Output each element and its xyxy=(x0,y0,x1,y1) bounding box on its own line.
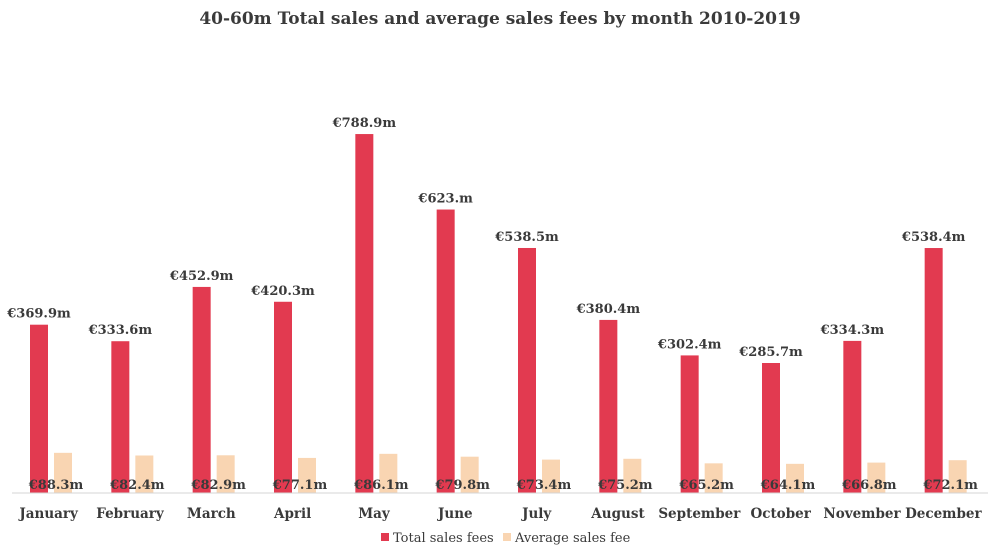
data-label-total-november: €334.3m xyxy=(820,323,885,338)
x-tick-label-july: July xyxy=(521,506,552,522)
data-label-total-september: €302.4m xyxy=(657,337,722,352)
data-label-average-october: €64.1m xyxy=(760,478,816,493)
x-tick-label-january: January xyxy=(18,506,79,522)
bar-average-sales-fee-february xyxy=(135,455,154,493)
x-tick-label-august: August xyxy=(590,506,645,522)
legend-swatch-average-sales-fee xyxy=(503,533,511,541)
x-tick-label-november: November xyxy=(823,506,901,522)
x-tick-label-october: October xyxy=(750,506,811,522)
x-tick-label-september: September xyxy=(658,506,741,522)
legend-label-total-sales-fees: Total sales fees xyxy=(393,531,494,546)
data-label-average-march: €82.9m xyxy=(190,478,246,493)
data-label-total-october: €285.7m xyxy=(738,345,803,360)
data-label-average-july: €73.4m xyxy=(516,478,572,493)
data-label-total-april: €420.3m xyxy=(250,284,315,299)
bar-total-sales-fees-november xyxy=(843,340,862,493)
bar-total-sales-fees-april xyxy=(274,301,292,493)
bars-group xyxy=(30,134,967,493)
bar-total-sales-fees-july xyxy=(518,247,536,493)
data-label-average-september: €65.2m xyxy=(678,478,734,493)
bar-total-sales-fees-october xyxy=(762,363,780,493)
bar-total-sales-fees-march xyxy=(192,286,211,493)
data-label-total-june: €623.m xyxy=(417,192,473,207)
bar-average-sales-fee-july xyxy=(542,459,560,493)
bar-average-sales-fee-august xyxy=(623,458,642,493)
bar-average-sales-fee-june xyxy=(460,456,479,493)
data-label-total-february: €333.6m xyxy=(88,323,153,338)
x-tick-label-june: June xyxy=(437,506,473,522)
data-label-average-august: €75.2m xyxy=(597,478,653,493)
legend-label-average-sales-fee: Average sales fee xyxy=(514,531,631,546)
x-tick-label-april: April xyxy=(273,506,311,522)
data-label-average-june: €79.8m xyxy=(434,478,490,493)
bar-average-sales-fee-may xyxy=(379,453,398,493)
data-labels: €369.9m €88.3m €333.6m €82.4m €452.9m €82.9m €… xyxy=(6,116,978,493)
data-label-total-march: €452.9m xyxy=(169,269,234,284)
bar-average-sales-fee-december xyxy=(948,460,967,493)
bar-total-sales-fees-august xyxy=(599,319,618,493)
data-label-total-may: €788.9m xyxy=(332,116,397,131)
bar-total-sales-fees-may xyxy=(355,134,374,493)
data-label-total-august: €380.4m xyxy=(576,302,641,317)
bar-total-sales-fees-june xyxy=(436,209,455,493)
bar-average-sales-fee-march xyxy=(216,455,235,493)
bar-total-sales-fees-september xyxy=(680,355,699,493)
data-label-total-july: €538.5m xyxy=(494,230,559,245)
bar-average-sales-fee-january xyxy=(54,452,72,493)
chart-title: 40-60m Total sales and average sales fee… xyxy=(199,9,800,29)
data-label-total-december: €538.4m xyxy=(901,230,966,245)
data-label-average-april: €77.1m xyxy=(272,478,328,493)
bar-total-sales-fees-february xyxy=(111,341,130,493)
bar-total-sales-fees-december xyxy=(924,248,943,493)
bar-total-sales-fees-january xyxy=(30,324,48,493)
bar-average-sales-fee-october xyxy=(786,463,804,493)
data-label-average-december: €72.1m xyxy=(922,478,978,493)
bar-average-sales-fee-september xyxy=(704,463,723,493)
legend-swatch-total-sales-fees xyxy=(381,533,389,541)
data-label-average-november: €66.8m xyxy=(841,478,897,493)
bar-average-sales-fee-april xyxy=(298,457,316,493)
x-tick-labels: January February March April May June July Augu… xyxy=(18,506,982,522)
data-label-total-january: €369.9m xyxy=(6,307,71,322)
data-label-average-january: €88.3m xyxy=(28,478,84,493)
x-tick-label-february: February xyxy=(96,506,165,522)
bar-average-sales-fee-november xyxy=(867,462,886,493)
data-label-average-february: €82.4m xyxy=(109,478,165,493)
legend: Total sales fees Average sales fee xyxy=(381,531,631,546)
x-tick-label-december: December xyxy=(905,506,982,522)
x-tick-label-may: May xyxy=(358,506,391,522)
x-tick-label-march: March xyxy=(187,506,236,522)
data-label-average-may: €86.1m xyxy=(353,478,409,493)
